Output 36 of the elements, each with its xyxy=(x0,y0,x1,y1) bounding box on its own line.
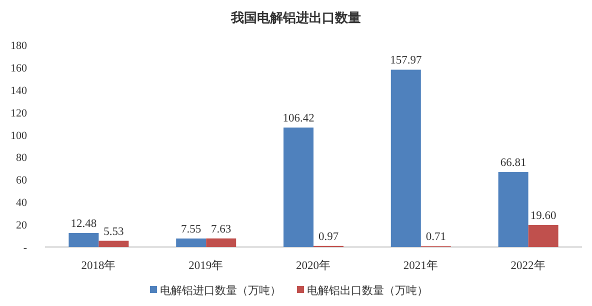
bar xyxy=(98,240,129,247)
bar xyxy=(528,225,558,247)
y-tick-label: 80 xyxy=(16,152,28,164)
bar xyxy=(390,70,421,247)
chart-title: 我国电解铝进出口数量 xyxy=(230,10,361,25)
legend-label: 电解铝进口数量（万吨） xyxy=(160,284,281,297)
x-tick-label: 2018年 xyxy=(81,259,116,272)
text: 5.53 xyxy=(104,226,124,238)
bar xyxy=(176,238,206,247)
y-tick-label: - xyxy=(23,242,28,254)
text: 157.97 xyxy=(390,54,422,67)
text: 12.48 xyxy=(70,218,97,230)
x-tick-label: 2019年 xyxy=(188,259,224,272)
y-tick-label: 120 xyxy=(10,107,28,120)
y-tick-label: 140 xyxy=(10,84,28,97)
y-tick-label: 40 xyxy=(16,197,28,210)
text: 0.97 xyxy=(318,230,339,243)
x-tick-label: 2022年 xyxy=(510,259,546,272)
y-tick-label: 60 xyxy=(16,174,28,187)
y-tick-label: 20 xyxy=(16,220,28,232)
x-tick-label: 2020年 xyxy=(296,259,331,272)
x-tick-label: 2021年 xyxy=(403,259,438,272)
y-tick-label: 100 xyxy=(10,130,28,142)
y-tick-label: 180 xyxy=(10,40,28,52)
text: 7.55 xyxy=(181,224,202,236)
text: 106.42 xyxy=(282,112,314,125)
bar xyxy=(68,232,99,247)
text: 7.63 xyxy=(211,223,232,236)
text: 0.71 xyxy=(426,231,446,244)
bar xyxy=(206,238,236,247)
text: 19.60 xyxy=(530,210,556,222)
bar xyxy=(498,172,528,247)
text: 66.81 xyxy=(500,157,526,170)
y-tick-label: 160 xyxy=(10,62,28,74)
bar xyxy=(284,128,314,247)
legend-label: 电解铝出口数量（万吨） xyxy=(307,284,428,297)
